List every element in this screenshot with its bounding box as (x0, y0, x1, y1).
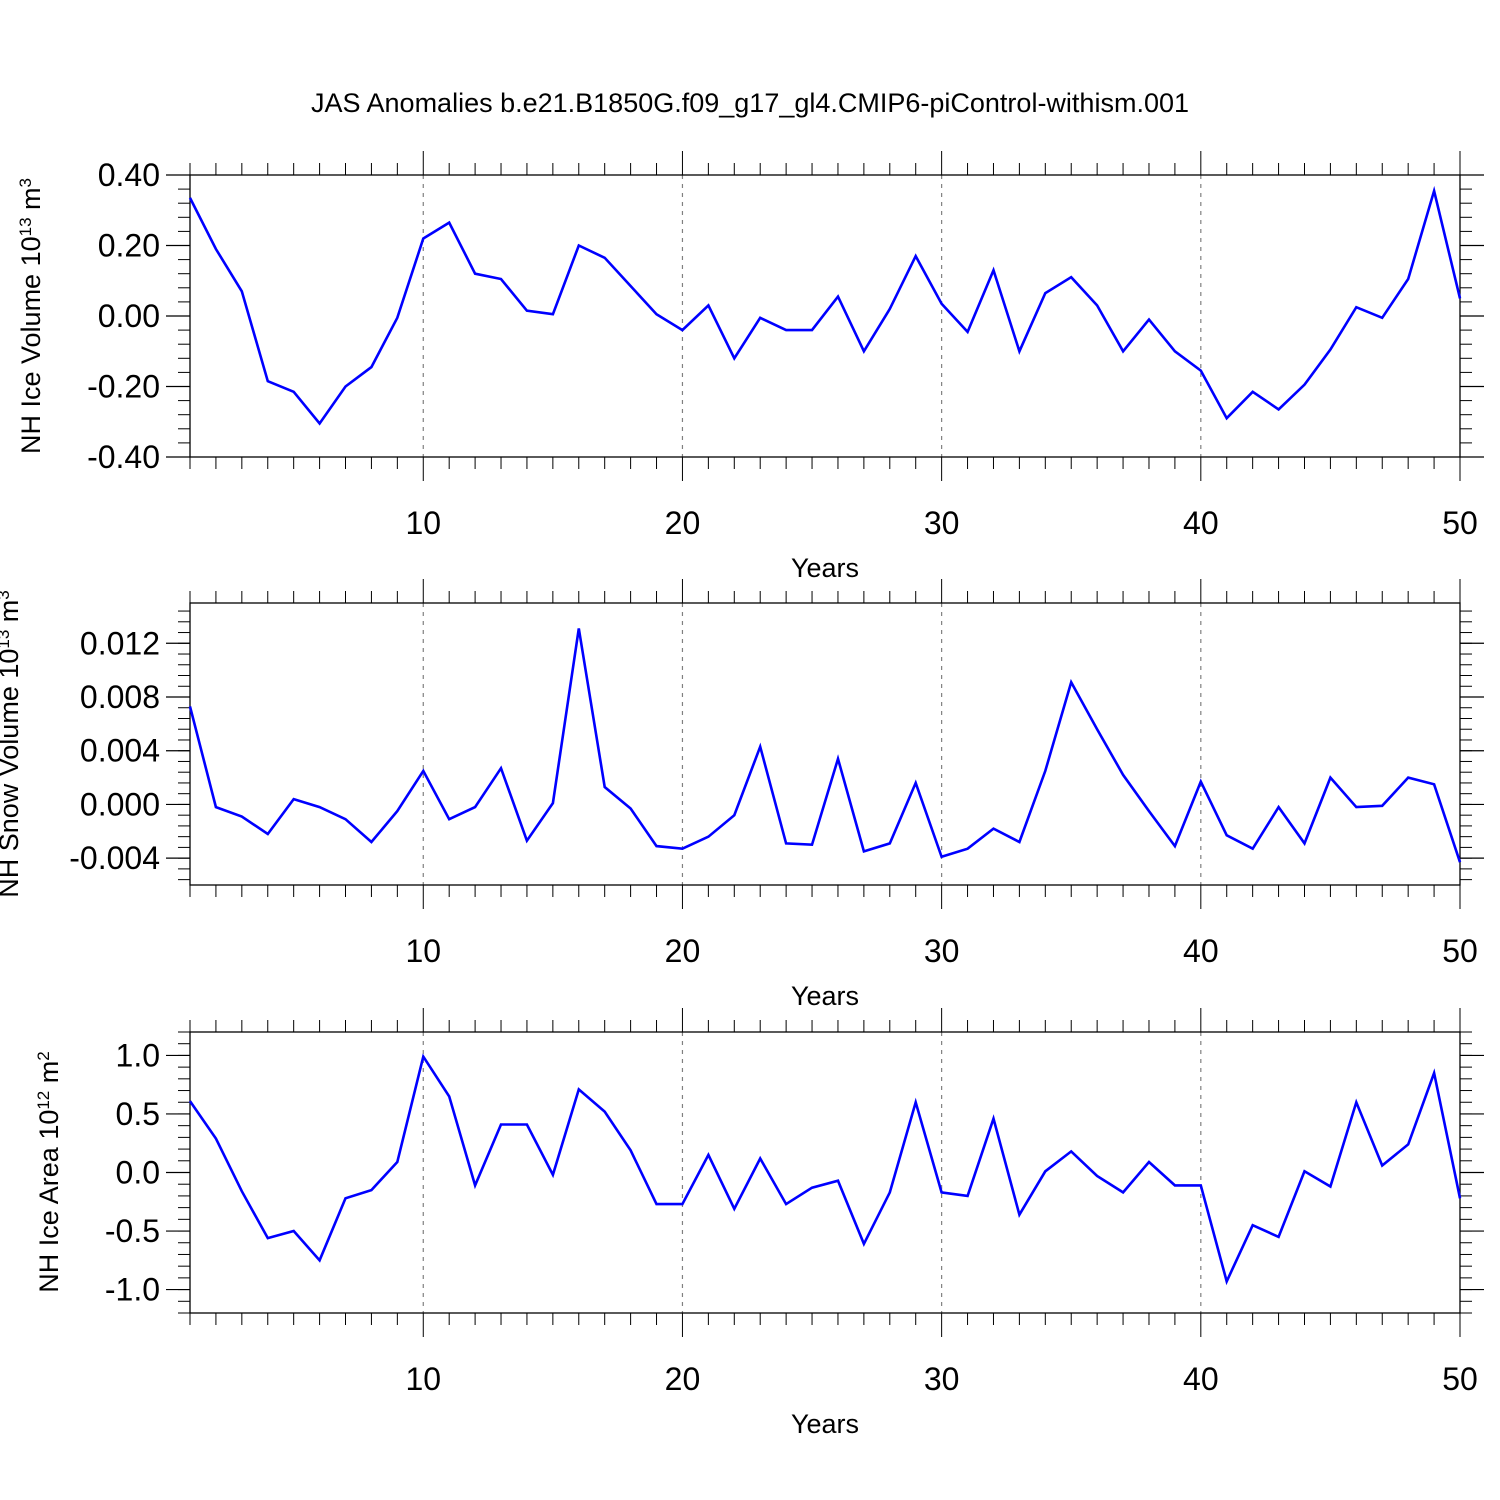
y-axis-label-text: NH Ice Area 10 (34, 1110, 64, 1293)
x-tick-label: 40 (1183, 933, 1219, 969)
y-axis-label-unit: m (16, 187, 46, 217)
plot-frame (189, 602, 1461, 886)
y-axis-label-unit-exponent: 3 (16, 178, 35, 187)
y-tick-label: -1.0 (105, 1272, 160, 1308)
series-line (188, 628, 1462, 863)
y-tick-label: -0.5 (105, 1213, 160, 1249)
x-tick-label: 50 (1442, 505, 1478, 541)
x-tick-label: 20 (665, 505, 701, 541)
y-tick-label: 0.00 (98, 298, 160, 334)
panel-2: -0.004 0.000 0.004 0.008 0.012 10 20 30 40 50 Year… (0, 579, 1484, 1011)
chart-title: JAS Anomalies b.e21.B1850G.f09_g17_gl4.C… (311, 88, 1189, 118)
x-tick-label: 10 (405, 933, 441, 969)
y-tick-label: 0.004 (80, 733, 160, 769)
y-axis-label: NH Ice Volume 1013 m3 (16, 178, 47, 454)
x-tick-label: 50 (1442, 933, 1478, 969)
panel-1: -0.40 -0.20 0.00 0.20 0.40 10 20 30 40 50 Years NH … (16, 151, 1484, 583)
y-axis-label-exponent: 12 (34, 1091, 53, 1110)
x-tick-label: 10 (405, 505, 441, 541)
plot-frame (189, 1031, 1461, 1314)
y-tick-label: 1.0 (116, 1037, 160, 1073)
x-axis-label: Years (791, 1409, 859, 1439)
x-axis-label: Years (791, 981, 859, 1011)
y-axis-label-text: NH Ice Volume 10 (16, 236, 46, 454)
series-line (188, 1053, 1462, 1286)
x-tick-label: 40 (1183, 1361, 1219, 1397)
y-tick-label: 0.000 (80, 786, 160, 822)
x-tick-label: 50 (1442, 1361, 1478, 1397)
x-axis-label: Years (791, 553, 859, 583)
y-tick-label: -0.40 (87, 439, 160, 475)
y-axis-label-exponent: 13 (16, 217, 35, 236)
y-axis-label-unit-exponent: 3 (0, 590, 13, 599)
y-tick-label: 0.008 (80, 679, 160, 715)
y-axis-label-unit-exponent: 2 (34, 1051, 53, 1060)
plot-frame (189, 174, 1461, 458)
y-tick-label: -0.004 (69, 840, 160, 876)
y-axis-label-unit: m (34, 1061, 64, 1091)
y-axis-label-text: NH Snow Volume 10 (0, 649, 24, 898)
panel-3: -1.0 -0.5 0.0 0.5 1.0 10 20 30 40 50 Years NH Ice A… (34, 1008, 1484, 1439)
y-tick-label: -0.20 (87, 369, 160, 405)
x-tick-label: 30 (924, 933, 960, 969)
y-axis-label-exponent: 13 (0, 630, 13, 649)
x-tick-label: 30 (924, 1361, 960, 1397)
x-tick-label: 20 (665, 1361, 701, 1397)
y-tick-label: 0.012 (80, 625, 160, 661)
series-line (188, 185, 1462, 426)
x-tick-label: 30 (924, 505, 960, 541)
x-tick-label: 20 (665, 933, 701, 969)
y-axis-label: NH Ice Area 1012 m2 (34, 1051, 65, 1292)
y-tick-label: 0.40 (98, 157, 160, 193)
y-axis-label: NH Snow Volume 1013 m3 (0, 590, 24, 898)
x-tick-label: 40 (1183, 505, 1219, 541)
y-tick-label: 0.20 (98, 228, 160, 264)
x-tick-label: 10 (405, 1361, 441, 1397)
y-axis-label-unit: m (0, 600, 24, 630)
y-tick-label: 0.5 (116, 1096, 160, 1132)
y-tick-label: 0.0 (116, 1155, 160, 1191)
